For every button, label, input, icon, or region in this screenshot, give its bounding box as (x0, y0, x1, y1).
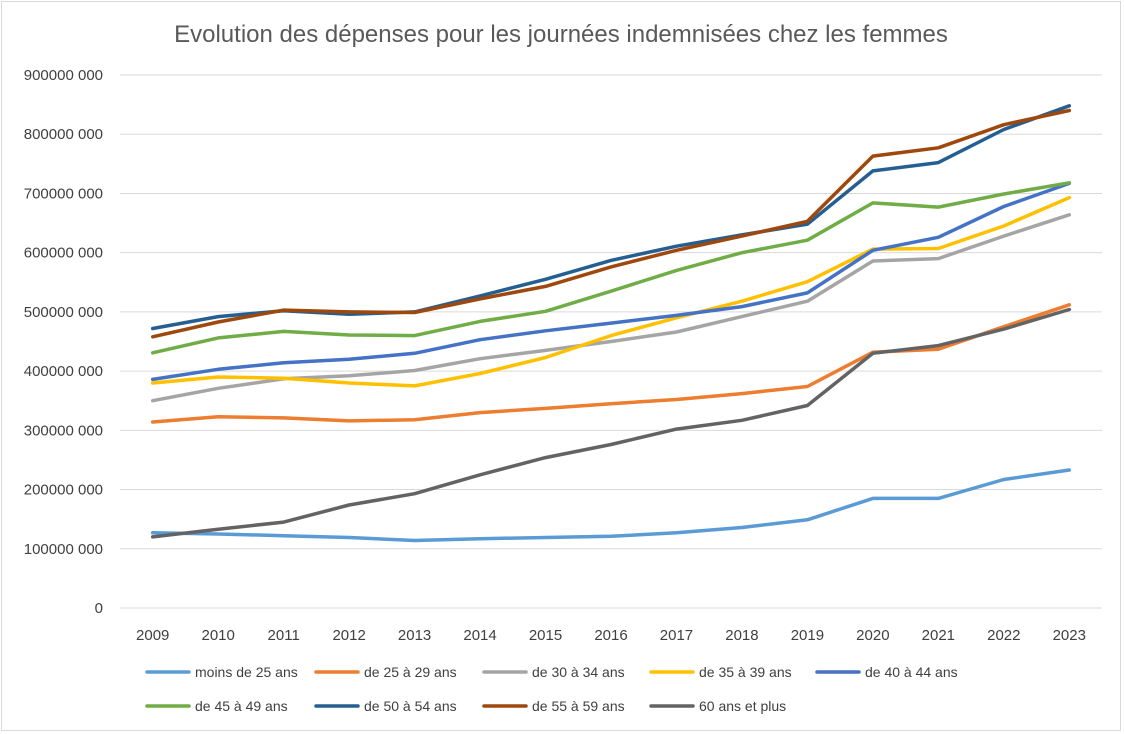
series-line-2 (150, 213, 1072, 403)
legend-item: de 40 à 44 ans (815, 664, 958, 680)
y-tick-label: 700000 000 (24, 185, 103, 202)
x-tick-label: 2023 (1053, 627, 1086, 644)
x-tick-label: 2019 (791, 627, 824, 644)
y-tick-label: 800000 000 (24, 126, 103, 143)
x-tick-label: 2018 (725, 627, 758, 644)
legend-label: de 55 à 59 ans (532, 698, 625, 714)
legend-label: de 45 à 49 ans (195, 698, 288, 714)
x-tick-label: 2022 (987, 627, 1020, 644)
x-tick-label: 2016 (594, 627, 627, 644)
x-tick-label: 2014 (463, 627, 496, 644)
y-tick-label: 600000 000 (24, 245, 103, 262)
x-tick-label: 2010 (202, 627, 235, 644)
x-tick-label: 2017 (660, 627, 693, 644)
legend-label: de 30 à 34 ans (532, 664, 625, 680)
x-tick-label: 2012 (332, 627, 365, 644)
series-lines (150, 104, 1072, 543)
legend-item: 60 ans et plus (649, 698, 786, 714)
series-line-4 (150, 181, 1072, 382)
x-tick-label: 2020 (856, 627, 889, 644)
x-tick-label: 2011 (268, 627, 300, 644)
legend-item: de 35 à 39 ans (649, 664, 792, 680)
y-tick-label: 900000 000 (24, 67, 103, 84)
series-line-6 (150, 104, 1072, 331)
legend: moins de 25 ans de 25 à 29 ans de 30 à 34 … (145, 664, 958, 714)
series-line-8 (150, 307, 1072, 539)
legend-item: de 45 à 49 ans (145, 698, 288, 714)
x-tick-label: 2009 (136, 627, 169, 644)
series-line-3 (150, 195, 1072, 388)
y-tick-label: 500000 000 (24, 304, 103, 321)
gridlines (120, 74, 1102, 609)
x-axis-ticks: 2009 2010 2011 2012 2013 2014 2015 2016 2017 2018… (136, 627, 1086, 644)
chart-title: Evolution des dépenses pour les journées… (174, 21, 948, 48)
x-tick-label: 2013 (398, 627, 431, 644)
x-tick-label: 2015 (529, 627, 562, 644)
legend-label: 60 ans et plus (699, 698, 786, 714)
legend-item: moins de 25 ans (145, 664, 298, 680)
legend-label: de 50 à 54 ans (364, 698, 457, 714)
x-tick-label: 2021 (922, 627, 955, 644)
series-line-1 (150, 303, 1072, 424)
legend-label: de 40 à 44 ans (865, 664, 958, 680)
y-tick-label: 100000 000 (24, 541, 103, 558)
y-tick-label: 400000 000 (24, 363, 103, 380)
y-tick-label: 300000 000 (24, 422, 103, 439)
legend-item: de 25 à 29 ans (314, 664, 457, 680)
legend-item: de 55 à 59 ans (482, 698, 625, 714)
y-tick-label: 0 (95, 600, 103, 617)
series-line-5 (150, 181, 1072, 355)
legend-label: de 35 à 39 ans (699, 664, 792, 680)
series-line-7 (150, 108, 1072, 339)
legend-label: de 25 à 29 ans (364, 664, 457, 680)
legend-item: de 50 à 54 ans (314, 698, 457, 714)
y-axis-ticks: 0 100000 000 200000 000 300000 000 400000 00… (24, 67, 103, 617)
legend-item: de 30 à 34 ans (482, 664, 625, 680)
y-tick-label: 200000 000 (24, 482, 103, 499)
series-line-0 (150, 468, 1072, 543)
legend-label: moins de 25 ans (195, 664, 298, 680)
